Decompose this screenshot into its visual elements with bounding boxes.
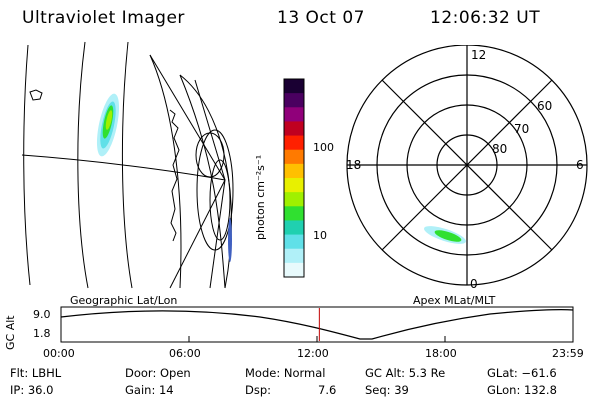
lat-label-70: 70	[514, 122, 529, 136]
glat-info: GLat: −61.6	[487, 366, 557, 380]
ip-info: IP: 36.0	[10, 383, 54, 397]
colorbar-cell	[284, 135, 304, 151]
dsp-value: 7.6	[318, 383, 337, 397]
altitude-plot	[60, 306, 574, 343]
aurora-emission	[96, 93, 232, 262]
colorbar-cell	[284, 107, 304, 122]
right-panel-label: Apex MLat/MLT	[413, 294, 496, 307]
app-title: Ultraviolet Imager	[22, 8, 185, 28]
time-tick-0600: 06:00	[169, 347, 201, 360]
dsp-label: Dsp:	[245, 383, 272, 397]
mlt-label-0: 0	[470, 277, 478, 290]
mlt-label-12: 12	[471, 48, 486, 62]
time-tick-1200: 12:00	[297, 347, 329, 360]
polar-aurora	[423, 226, 467, 244]
mlt-label-18: 18	[346, 158, 361, 172]
polar-plot: 12 6 0 18 60 70 80	[346, 45, 588, 290]
gain-info: Gain: 14	[125, 383, 174, 397]
colorbar-cell	[284, 121, 304, 137]
colorbar-cell	[284, 79, 304, 94]
mlt-label-6: 6	[576, 158, 584, 172]
observation-date: 13 Oct 07	[277, 8, 365, 28]
time-tick-0000: 00:00	[43, 347, 75, 360]
colorbar-cell	[284, 234, 304, 250]
colorbar-tick-10: 10	[313, 229, 327, 242]
colorbar-cell	[284, 206, 304, 221]
altitude-ytick-9: 9.0	[33, 308, 51, 321]
altitude-ytick-1-8: 1.8	[33, 327, 51, 340]
geographic-map	[21, 41, 234, 289]
colorbar-cell	[284, 262, 304, 278]
time-tick-1800: 18:00	[425, 347, 457, 360]
colorbar-cell	[284, 163, 304, 179]
left-panel-label: Geographic Lat/Lon	[70, 294, 178, 307]
colorbar	[283, 78, 305, 278]
colorbar-cell	[284, 248, 304, 264]
colorbar-unit-label: photon cm⁻²s⁻¹	[254, 154, 267, 240]
altitude-ylabel: GC Alt	[4, 315, 17, 350]
colorbar-tick-100: 100	[313, 141, 334, 154]
gc-alt-info: GC Alt: 5.3 Re	[365, 366, 446, 380]
colorbar-cell	[284, 178, 304, 193]
door-info: Door: Open	[125, 366, 191, 380]
colorbar-cell	[284, 192, 304, 207]
mode-info: Mode: Normal	[245, 366, 326, 380]
lat-label-60: 60	[537, 99, 552, 113]
seq-info: Seq: 39	[365, 383, 409, 397]
colorbar-cell	[284, 149, 304, 165]
observation-time: 12:06:32 UT	[430, 8, 541, 28]
colorbar-cell	[284, 220, 304, 236]
colorbar-cell	[284, 93, 304, 108]
glon-info: GLon: 132.8	[487, 383, 557, 397]
lat-label-80: 80	[492, 142, 507, 156]
filter-info: Flt: LBHL	[10, 366, 62, 380]
time-tick-2359: 23:59	[552, 347, 584, 360]
